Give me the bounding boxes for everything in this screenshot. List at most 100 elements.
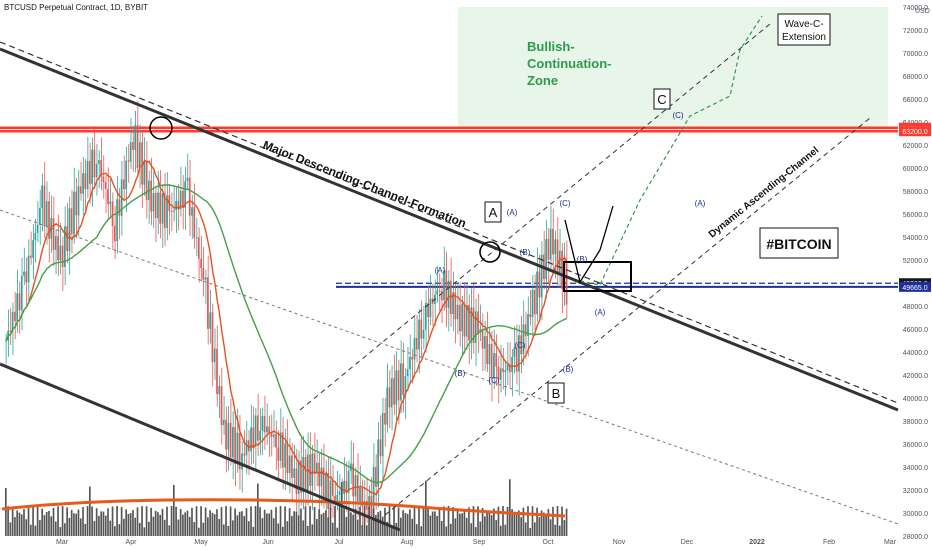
volume-bar	[266, 513, 268, 536]
volume-bar	[420, 526, 423, 536]
candle-body	[95, 163, 98, 178]
currency-label: USD	[915, 8, 930, 15]
candle-body	[150, 180, 152, 212]
candle-body	[75, 191, 78, 216]
volume-bar	[154, 510, 157, 536]
candle-body	[361, 487, 364, 506]
y-tick-label: 52000.0	[903, 258, 928, 265]
candle-body	[48, 201, 50, 239]
volume-ma-line	[1, 498, 566, 518]
y-tick-label: 54000.0	[903, 235, 928, 242]
volume-bar	[263, 509, 266, 536]
candle-body	[424, 302, 427, 330]
candle-body	[145, 160, 148, 201]
volume-bar	[261, 518, 264, 536]
volume-bar	[25, 519, 28, 536]
volume-bar	[327, 517, 330, 536]
candle-body	[241, 453, 243, 470]
volume-bar	[547, 509, 550, 536]
volume-bar	[370, 519, 373, 536]
candle-body	[554, 239, 557, 255]
candle-body	[275, 434, 277, 448]
wave-label: (C)	[672, 111, 683, 120]
volume-bar	[141, 506, 143, 536]
candle-body	[309, 454, 311, 486]
volume-bar	[347, 510, 350, 536]
candle-body	[61, 245, 64, 267]
volume-bar	[95, 508, 98, 536]
volume-bar	[393, 506, 395, 536]
volume-bar	[220, 506, 223, 536]
volume-bar	[166, 506, 168, 536]
candle-body	[295, 468, 298, 494]
volume-bar	[522, 507, 525, 536]
wave-label: (C)	[488, 376, 499, 385]
candle-body	[508, 364, 511, 373]
volume-bar	[343, 507, 345, 536]
volume-bar	[320, 514, 323, 536]
y-tick-label: 66000.0	[903, 97, 928, 104]
candle-body	[218, 386, 221, 395]
candle-body	[304, 456, 307, 490]
candle-body	[495, 353, 498, 367]
candle-body	[91, 149, 93, 184]
chart-header: BTCUSD Perpetual Contract, 1D, BYBIT	[4, 3, 149, 12]
candle-body	[270, 433, 273, 438]
candle-body	[461, 303, 463, 332]
candle-body	[68, 208, 71, 252]
big-label-box	[653, 88, 671, 110]
candle-body	[27, 255, 30, 283]
candle-body	[486, 335, 488, 365]
volume-bar	[243, 516, 246, 536]
candle-body	[354, 475, 357, 497]
ma-fast-line	[5, 159, 568, 497]
candle-body	[561, 250, 563, 289]
candle-body	[175, 200, 177, 211]
candle-body	[209, 312, 211, 329]
volume-bar	[506, 506, 509, 536]
x-tick-label: May	[194, 539, 208, 546]
candle-body	[188, 177, 191, 216]
candle-body	[234, 427, 236, 465]
volume-bar	[82, 507, 84, 536]
wave-label: (B)	[520, 248, 531, 257]
volume-bar	[461, 513, 463, 536]
y-tick-label: 36000.0	[903, 442, 928, 449]
volume-bar	[145, 506, 148, 536]
volume-bar	[218, 519, 221, 536]
candle-body	[179, 190, 182, 210]
candle-body	[565, 263, 568, 305]
volume-bar	[497, 506, 500, 536]
volume-bar	[486, 510, 488, 536]
x-tick-label: Aug	[401, 539, 414, 546]
candle-body	[123, 179, 125, 190]
volume-bar	[556, 506, 559, 536]
candle-body	[261, 416, 264, 431]
volume-bar	[177, 519, 180, 536]
volume-bar	[411, 518, 414, 536]
volume-bar	[238, 511, 241, 536]
candle-body	[138, 142, 141, 168]
volume-bar	[66, 507, 68, 536]
candle-body	[499, 368, 502, 380]
y-tick-label: 40000.0	[903, 396, 928, 403]
volume-bar	[336, 527, 339, 536]
candle-body	[23, 271, 25, 276]
candle-body	[243, 453, 246, 456]
volume-bar	[286, 521, 289, 536]
candle-body	[406, 369, 409, 377]
volume-bar	[459, 513, 461, 536]
volume-bar	[554, 524, 557, 536]
volume-bar	[41, 508, 43, 536]
candle-body	[166, 195, 168, 229]
volume-bar	[434, 511, 436, 536]
x-tick-label: Mar	[884, 539, 897, 546]
candle-body	[352, 463, 355, 497]
y-tick-label: 70000.0	[903, 51, 928, 58]
volume-bar	[318, 509, 320, 536]
candle-body	[132, 142, 134, 150]
y-tick-label: 38000.0	[903, 419, 928, 426]
channel-label: Major Descending-Channel-Formation	[261, 138, 468, 231]
candle-body	[504, 370, 507, 373]
candle-body	[20, 275, 23, 311]
